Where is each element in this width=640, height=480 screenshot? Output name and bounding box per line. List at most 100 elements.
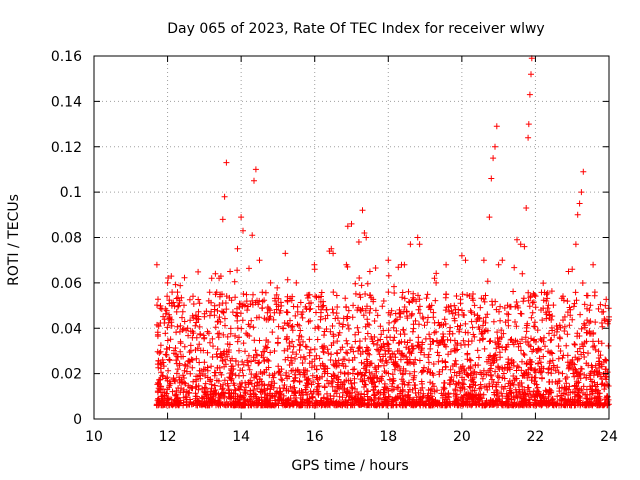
roti-point bbox=[572, 354, 579, 361]
roti-point bbox=[174, 400, 181, 407]
y-tick-label: 0.08 bbox=[51, 231, 82, 247]
roti-point bbox=[329, 306, 336, 313]
roti-point bbox=[356, 275, 363, 281]
roti-point bbox=[165, 367, 172, 374]
roti-point bbox=[416, 321, 422, 328]
roti-peak-point bbox=[433, 279, 440, 286]
roti-point bbox=[278, 302, 285, 309]
roti-point bbox=[471, 387, 478, 394]
roti-point bbox=[201, 313, 208, 320]
roti-point bbox=[345, 369, 352, 376]
roti-point bbox=[534, 327, 541, 334]
roti-point bbox=[158, 393, 165, 400]
roti-point bbox=[344, 340, 351, 347]
roti-point bbox=[395, 384, 402, 391]
roti-point bbox=[431, 319, 438, 326]
roti-point bbox=[281, 320, 288, 326]
roti-point bbox=[290, 378, 297, 385]
roti-point bbox=[531, 292, 538, 298]
roti-peak-point bbox=[488, 175, 495, 182]
roti-point bbox=[458, 342, 464, 349]
roti-point bbox=[592, 319, 599, 326]
roti-point bbox=[442, 320, 449, 327]
roti-peak-point bbox=[366, 268, 373, 275]
roti-point bbox=[304, 368, 311, 374]
roti-point bbox=[505, 402, 512, 409]
roti-point bbox=[307, 305, 314, 312]
roti-point bbox=[358, 282, 365, 289]
roti-point bbox=[369, 338, 376, 345]
roti-point bbox=[454, 340, 461, 347]
roti-point bbox=[267, 386, 274, 393]
roti-point bbox=[197, 330, 204, 337]
roti-point bbox=[548, 288, 555, 295]
roti-point bbox=[590, 344, 596, 350]
roti-point bbox=[479, 402, 486, 409]
roti-point bbox=[245, 303, 251, 310]
roti-point bbox=[416, 357, 423, 364]
roti-point bbox=[246, 265, 252, 272]
roti-point bbox=[553, 323, 560, 329]
roti-point bbox=[492, 383, 499, 390]
roti-point bbox=[334, 350, 341, 357]
roti-peak-point bbox=[523, 205, 530, 211]
roti-point bbox=[404, 339, 411, 346]
roti-peak-point bbox=[543, 291, 550, 298]
roti-point bbox=[158, 369, 165, 376]
roti-point bbox=[412, 356, 419, 363]
roti-point bbox=[504, 310, 510, 317]
roti-point bbox=[174, 366, 181, 373]
roti-point bbox=[240, 340, 247, 347]
roti-point bbox=[410, 345, 417, 352]
roti-point bbox=[187, 347, 194, 354]
roti-point bbox=[292, 355, 298, 362]
roti-point bbox=[405, 298, 412, 305]
roti-point bbox=[371, 318, 378, 324]
roti-point bbox=[357, 376, 364, 383]
roti-point bbox=[421, 351, 428, 358]
roti-point bbox=[390, 359, 397, 366]
roti-point bbox=[379, 401, 386, 408]
roti-point bbox=[213, 402, 219, 409]
roti-point bbox=[555, 369, 562, 376]
roti-point bbox=[229, 371, 236, 378]
roti-point bbox=[573, 386, 579, 393]
roti-point bbox=[462, 401, 469, 408]
roti-point bbox=[389, 350, 396, 357]
roti-point bbox=[486, 338, 493, 345]
roti-peak-point bbox=[576, 200, 583, 207]
roti-point bbox=[195, 296, 202, 303]
roti-point bbox=[390, 402, 397, 409]
roti-point bbox=[235, 361, 242, 368]
roti-point bbox=[522, 339, 529, 345]
roti-point bbox=[507, 303, 514, 310]
roti-point bbox=[487, 365, 494, 372]
roti-point bbox=[592, 346, 599, 353]
roti-point bbox=[519, 336, 525, 343]
roti-point bbox=[259, 370, 266, 377]
roti-point bbox=[480, 296, 487, 302]
roti-point bbox=[215, 391, 222, 398]
roti-point bbox=[453, 391, 460, 398]
roti-point bbox=[517, 340, 524, 347]
roti-point bbox=[602, 356, 609, 363]
roti-point bbox=[433, 328, 439, 335]
roti-point bbox=[159, 372, 166, 379]
roti-point bbox=[243, 298, 250, 305]
roti-point bbox=[379, 373, 386, 380]
roti-point bbox=[236, 300, 243, 307]
roti-point bbox=[587, 318, 594, 325]
roti-point bbox=[431, 275, 438, 282]
roti-point bbox=[374, 337, 381, 344]
roti-point bbox=[411, 361, 417, 368]
roti-point bbox=[429, 380, 436, 387]
roti-point bbox=[452, 347, 459, 354]
y-axis-label: ROTI / TECUs bbox=[6, 194, 22, 286]
roti-point bbox=[566, 398, 573, 405]
chart-title: Day 065 of 2023, Rate Of TEC Index for r… bbox=[167, 21, 544, 37]
roti-point bbox=[418, 369, 425, 376]
roti-point bbox=[236, 347, 242, 354]
roti-point bbox=[293, 351, 300, 358]
roti-point bbox=[328, 379, 335, 386]
roti-point bbox=[472, 382, 479, 389]
